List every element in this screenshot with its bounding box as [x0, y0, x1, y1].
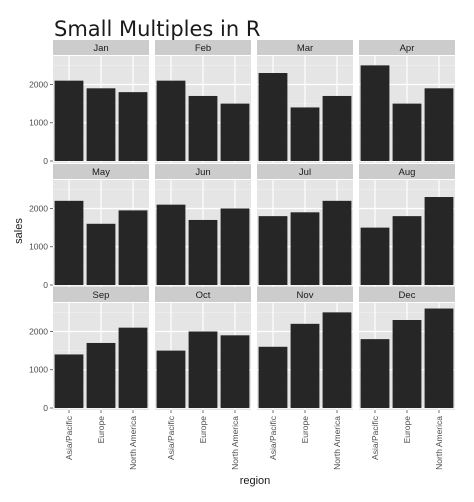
facet-strip — [155, 287, 251, 302]
x-tick-label: Europe — [96, 416, 106, 444]
facet-strip — [359, 287, 455, 302]
facet-strip-label: Jun — [195, 167, 210, 178]
bar-mar-3 — [322, 95, 352, 161]
facet-strip — [257, 164, 353, 179]
bar-feb-3 — [220, 103, 250, 161]
bar-aug-1 — [360, 227, 390, 285]
facet-panel-aug: Aug — [359, 164, 455, 287]
bar-jan-2 — [86, 88, 116, 161]
bar-apr-1 — [360, 65, 390, 161]
bar-jul-1 — [258, 216, 288, 285]
bar-sep-1 — [54, 354, 84, 408]
bar-jun-2 — [188, 219, 218, 285]
x-tick-label: North America — [332, 416, 342, 470]
bar-jan-3 — [118, 92, 148, 161]
facet-panel-apr: Apr — [359, 40, 455, 163]
facet-panel-feb: Feb — [155, 40, 251, 163]
y-tick-label: 0 — [43, 403, 48, 413]
facet-strip-label: Mar — [297, 43, 313, 54]
facet-strip-label: Sep — [93, 290, 110, 301]
x-tick-label: Asia/Pacific — [370, 415, 380, 460]
bar-oct-2 — [188, 331, 218, 408]
facet-strip — [257, 287, 353, 302]
bar-oct-3 — [220, 335, 250, 408]
facet-strip — [53, 40, 149, 55]
x-tick-label: Asia/Pacific — [166, 415, 176, 460]
bar-oct-1 — [156, 350, 186, 408]
facet-strip — [155, 164, 251, 179]
bar-nov-2 — [290, 323, 320, 408]
facet-strip-label: Jul — [299, 167, 311, 178]
facet-strip-label: Jan — [93, 43, 108, 54]
facet-strip — [257, 40, 353, 55]
facet-panel-jun: Jun — [155, 164, 251, 287]
facet-panel-sep: Sep 0 1000 2000 Asia/Pacific Europe North Amer… — [29, 287, 149, 470]
facet-strip — [53, 164, 149, 179]
bar-nov-3 — [322, 312, 352, 408]
bar-nov-1 — [258, 346, 288, 408]
bar-aug-2 — [392, 216, 422, 285]
facet-strip — [155, 40, 251, 55]
bar-jan-1 — [54, 80, 84, 161]
facet-strip-label: Aug — [399, 167, 416, 178]
x-tick-label: Europe — [402, 416, 412, 444]
x-tick-label: North America — [128, 416, 138, 470]
bar-may-3 — [118, 210, 148, 285]
facet-strip — [359, 164, 455, 179]
bar-jul-2 — [290, 212, 320, 285]
y-tick-label: 2000 — [29, 326, 48, 336]
bar-may-1 — [54, 200, 84, 285]
facet-panel-dec: Dec Asia/Pacific Europe North America — [359, 287, 455, 470]
x-tick-label: Asia/Pacific — [64, 415, 74, 460]
facet-strip-label: Oct — [196, 290, 211, 301]
x-tick-label: Europe — [198, 416, 208, 444]
y-tick-label: 0 — [43, 156, 48, 166]
y-axis-label: sales — [13, 218, 25, 244]
bar-mar-2 — [290, 107, 320, 161]
chart-title: Small Multiples in R — [54, 17, 260, 41]
bar-apr-3 — [424, 88, 454, 161]
facet-panel-nov: Nov Asia/Pacific Europe North America — [257, 287, 353, 470]
facet-strip-label: Feb — [195, 43, 211, 54]
bar-jun-3 — [220, 208, 250, 285]
bar-dec-3 — [424, 308, 454, 408]
facet-strip-label: May — [92, 167, 110, 178]
bar-dec-1 — [360, 339, 390, 408]
bar-dec-2 — [392, 320, 422, 408]
facet-panel-oct: Oct Asia/Pacific Europe North America — [155, 287, 251, 470]
facet-panel-may: May 0 1000 2000 — [29, 164, 149, 290]
y-tick-label: 1000 — [29, 118, 48, 128]
facet-strip — [359, 40, 455, 55]
y-tick-label: 1000 — [29, 242, 48, 252]
bar-mar-1 — [258, 73, 288, 161]
facet-strip-label: Apr — [400, 43, 415, 54]
y-tick-label: 1000 — [29, 365, 48, 375]
bar-sep-3 — [118, 327, 148, 408]
facet-strip — [53, 287, 149, 302]
x-tick-label: Asia/Pacific — [268, 415, 278, 460]
x-tick-label: North America — [230, 416, 240, 470]
y-tick-label: 0 — [43, 280, 48, 290]
bar-feb-1 — [156, 80, 186, 161]
x-axis-label: region — [240, 475, 271, 487]
x-tick-label: Europe — [300, 416, 310, 444]
facet-panels: Jan 0 1000 2000 Feb Mar Apr May 0 1000 2000 Jun Jul A… — [29, 40, 455, 470]
facet-panel-mar: Mar — [257, 40, 353, 163]
bar-aug-3 — [424, 197, 454, 285]
facet-panel-jan: Jan 0 1000 2000 — [29, 40, 149, 166]
bar-feb-2 — [188, 95, 218, 161]
y-tick-label: 2000 — [29, 203, 48, 213]
bar-apr-2 — [392, 103, 422, 161]
y-tick-label: 2000 — [29, 79, 48, 89]
bar-may-2 — [86, 223, 116, 285]
facet-panel-jul: Jul — [257, 164, 353, 287]
x-tick-label: North America — [434, 416, 444, 470]
bar-jun-1 — [156, 204, 186, 285]
facet-strip-label: Dec — [399, 290, 416, 301]
bar-sep-2 — [86, 342, 116, 408]
bar-jul-3 — [322, 200, 352, 285]
facet-strip-label: Nov — [297, 290, 314, 301]
